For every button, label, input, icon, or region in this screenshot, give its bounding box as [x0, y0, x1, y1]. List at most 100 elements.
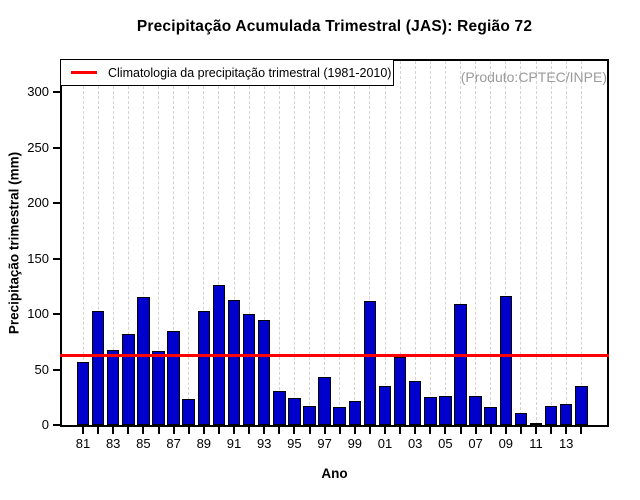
bar-03 — [408, 380, 422, 425]
x-tick-90 — [217, 427, 220, 434]
x-tick-83 — [112, 427, 115, 434]
bar-11 — [529, 422, 543, 425]
bar-88 — [182, 399, 195, 425]
bar-01 — [378, 386, 392, 425]
gridline-10 — [520, 61, 522, 425]
bar-96 — [303, 406, 316, 425]
bar-89 — [197, 310, 211, 425]
gridline-03 — [414, 61, 416, 425]
gridline-07 — [475, 61, 477, 425]
gridline-98 — [339, 61, 341, 425]
x-tick-10 — [519, 427, 522, 434]
bar-91 — [227, 299, 241, 425]
x-tick-12 — [550, 427, 553, 434]
x-tick-label-13: 13 — [558, 436, 574, 451]
gridline-09 — [505, 61, 507, 425]
gridline-85 — [142, 61, 144, 425]
y-tick-label-100: 100 — [27, 306, 49, 322]
bar-02 — [393, 357, 407, 425]
gridline-12 — [550, 61, 552, 425]
x-tick-label-93: 93 — [256, 436, 272, 451]
y-tick-0 — [53, 424, 60, 426]
x-tick-99 — [353, 427, 356, 434]
x-tick-92 — [248, 427, 251, 434]
gridline-83 — [112, 61, 114, 425]
x-tick-11 — [535, 427, 537, 434]
bar-14 — [575, 386, 588, 425]
x-tick-98 — [338, 427, 341, 434]
y-tick-300 — [53, 91, 60, 94]
x-tick-label-09: 09 — [498, 436, 514, 451]
bar-10 — [514, 412, 528, 425]
x-tick-label-97: 97 — [317, 436, 332, 451]
x-tick-96 — [308, 427, 311, 434]
x-tick-89 — [202, 427, 205, 434]
x-tick-05 — [444, 427, 447, 434]
y-tick-150 — [53, 257, 60, 260]
gridline-01 — [384, 61, 386, 425]
gridline-04 — [429, 61, 431, 425]
legend-line-sample — [71, 71, 97, 74]
gridline-89 — [203, 61, 205, 425]
x-tick-label-07: 07 — [468, 436, 483, 451]
bar-86 — [152, 350, 165, 425]
x-tick-91 — [233, 427, 235, 434]
x-tick-04 — [429, 427, 432, 434]
chart-title: Precipitação Acumulada Trimestral (JAS):… — [136, 18, 533, 35]
x-tick-07 — [474, 427, 477, 434]
bar-05 — [439, 396, 452, 425]
gridline-87 — [173, 61, 175, 425]
bar-06 — [454, 304, 467, 425]
y-tick-label-0: 0 — [41, 417, 49, 432]
bar-13 — [559, 403, 573, 425]
y-tick-100 — [53, 313, 60, 316]
bar-09 — [499, 296, 513, 425]
x-tick-93 — [263, 427, 266, 434]
x-tick-84 — [127, 427, 130, 434]
y-tick-250 — [53, 146, 60, 149]
bar-94 — [273, 390, 286, 425]
x-tick-13 — [565, 427, 568, 434]
bar-12 — [544, 406, 558, 425]
x-axis-title: Ano — [321, 466, 348, 481]
x-tick-label-03: 03 — [407, 436, 423, 451]
x-tick-label-87: 87 — [166, 436, 181, 451]
x-tick-81 — [82, 427, 84, 434]
gridline-13 — [565, 61, 567, 425]
x-tick-85 — [142, 427, 145, 434]
x-tick-14 — [580, 427, 583, 434]
x-tick-86 — [157, 427, 160, 434]
x-tick-label-91: 91 — [226, 436, 242, 451]
x-tick-01 — [384, 427, 386, 434]
y-tick-label-200: 200 — [27, 195, 49, 211]
gridline-06 — [460, 61, 461, 425]
bar-00 — [363, 300, 377, 425]
y-tick-label-250: 250 — [27, 139, 49, 155]
x-tick-label-83: 83 — [105, 436, 121, 451]
bar-99 — [348, 400, 362, 425]
y-tick-200 — [53, 202, 60, 205]
y-tick-label-150: 150 — [27, 250, 49, 266]
bar-98 — [333, 407, 346, 425]
plot-area: Climatologia da precipitação trimestral … — [27, 59, 609, 451]
x-tick-label-89: 89 — [196, 436, 212, 451]
x-tick-82 — [97, 427, 100, 434]
x-tick-08 — [489, 427, 492, 434]
bar-04 — [424, 397, 437, 425]
x-tick-06 — [459, 427, 462, 434]
x-tick-87 — [172, 427, 175, 434]
y-tick-50 — [53, 368, 60, 371]
bar-87 — [167, 330, 180, 425]
x-tick-label-95: 95 — [287, 436, 302, 451]
climatology-line — [60, 353, 609, 357]
legend-box: Climatologia da precipitação trimestral … — [60, 59, 394, 86]
gridline-88 — [188, 61, 190, 425]
gridline-11 — [535, 61, 537, 425]
bar-08 — [484, 407, 497, 425]
produto-watermark: (Produto:CPTEC/INPE) — [460, 69, 607, 85]
bar-92 — [242, 314, 256, 425]
gridline-02 — [399, 61, 401, 425]
bar-97 — [318, 377, 331, 425]
bar-07 — [469, 396, 482, 425]
